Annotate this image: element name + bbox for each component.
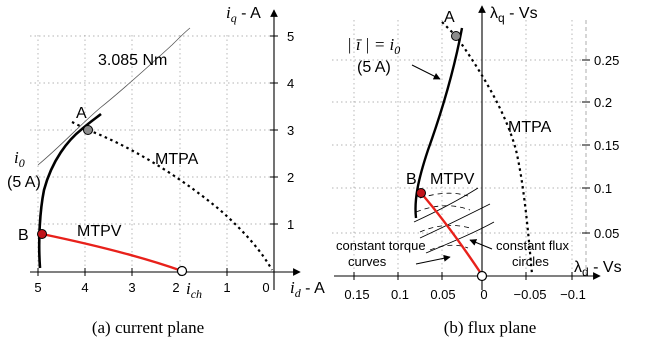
current-point-b [38,230,47,239]
current-x-tick-5: 5 [34,280,41,295]
current-plane-caption: (a) current plane [92,318,204,337]
flux-y-tick-0-2: 0.2 [594,95,612,110]
flux-plane-panel: 0.15 0.1 0.05 0 −0.05 −0.1 0.05 0.1 0.15… [332,5,622,337]
flux-current-limit-arrow [412,65,440,79]
flux-mtpv-curve [421,193,482,275]
flux-flux-circles-label-line2: circles [512,254,549,269]
current-y-tick-5: 5 [287,29,294,44]
current-plane-panel: 5 4 3 2 1 0 1 2 3 4 5 iq - A id - A 3.08… [7,3,325,337]
flux-point-b [417,189,426,198]
current-x-tick-3: 3 [128,280,135,295]
current-y-axis-label: iq - A [226,3,261,25]
current-y-tick-1: 1 [287,217,294,232]
flux-x-tick-0-15: 0.15 [344,287,369,302]
current-x-axis-label: id - A [290,278,325,300]
flux-y-axis-label: λq - Vs [490,5,538,25]
current-point-a [84,126,93,135]
flux-current-limit-label-line2: (5 A) [357,59,391,76]
current-y-tick-3: 3 [287,123,294,138]
current-ich-label: ich [186,279,202,301]
flux-x-tick-neg-0-05: −0.05 [514,287,547,302]
current-limit-label-line1: i0 [14,148,25,170]
current-mtpv-label: MTPV [77,223,122,240]
current-x-tick-0: 0 [262,280,269,295]
flux-torque-curves-arrow [416,257,450,264]
current-torque-label: 3.085 Nm [98,52,167,69]
flux-x-tick-0-1: 0.1 [391,287,409,302]
current-point-b-label: B [18,227,29,244]
current-y-tick-2: 2 [287,170,294,185]
flux-x-tick-0-05: 0.05 [430,287,455,302]
current-x-tick-4: 4 [81,280,88,295]
current-x-tick-2: 2 [172,280,179,295]
flux-y-tick-0-05: 0.05 [594,226,619,241]
flux-torque-curves-label-line2: curves [348,254,387,269]
current-y-tick-4: 4 [287,76,294,91]
flux-mtpa-label: MTPA [508,119,552,136]
flux-point-b-label: B [406,171,417,188]
current-point-ich [178,267,187,276]
current-point-a-label: A [76,105,87,122]
current-limit-label-line2: (5 A) [7,174,41,191]
flux-torque-curves-label-line1: constant torque [336,238,426,253]
flux-current-limit-label-line1: | ī | = i0 [347,35,400,57]
flux-point-origin [478,272,487,281]
flux-flux-circles-label-line1: constant flux [496,238,569,253]
flux-x-tick-0: 0 [480,287,487,302]
current-x-tick-1: 1 [223,280,230,295]
current-mtpa-label: MTPA [155,151,199,168]
flux-y-tick-0-1: 0.1 [594,181,612,196]
flux-flux-circles-arrow [470,240,492,249]
flux-point-a [452,32,461,41]
current-torque-hyperbola [38,28,190,165]
flux-y-tick-0-15: 0.15 [594,138,619,153]
flux-mtpv-label: MTPV [430,171,475,188]
flux-y-tick-0-25: 0.25 [594,53,619,68]
current-plane-grid [30,35,272,272]
flux-plane-caption: (b) flux plane [444,318,537,337]
flux-point-a-label: A [444,9,455,26]
flux-x-tick-neg-0-1: −0.1 [560,287,586,302]
